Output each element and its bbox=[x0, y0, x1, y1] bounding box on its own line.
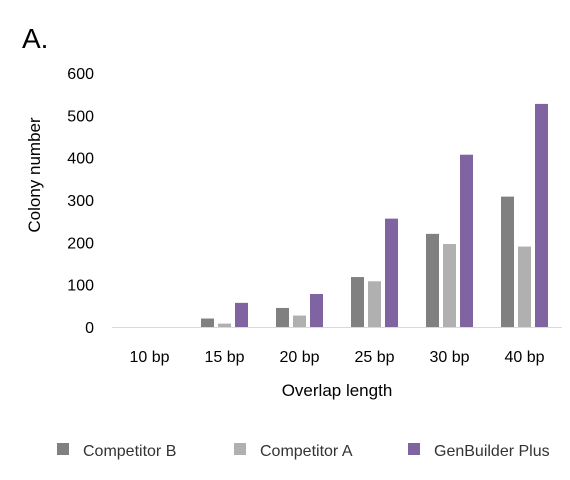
bar-genbuilder-plus-20bp bbox=[310, 293, 323, 327]
legend-label: Competitor A bbox=[260, 443, 353, 460]
bar-competitor-a-20bp bbox=[293, 315, 306, 327]
bar-competitor-a-40bp bbox=[518, 246, 531, 327]
x-tick-label: 40 bp bbox=[504, 349, 544, 366]
x-tick-label: 15 bp bbox=[204, 349, 244, 366]
x-tick-label: 30 bp bbox=[429, 349, 469, 366]
legend-item: Competitor B bbox=[57, 443, 176, 460]
y-tick-label: 0 bbox=[85, 320, 94, 337]
legend: Competitor B Competitor A GenBuilder Plus bbox=[57, 443, 550, 460]
panel-label: A. bbox=[22, 23, 48, 54]
bar-genbuilder-plus-30bp bbox=[460, 154, 473, 327]
bar-genbuilder-plus-25bp bbox=[385, 218, 398, 327]
bar-genbuilder-plus-15bp bbox=[235, 302, 248, 327]
bar-competitor-b-20bp bbox=[276, 307, 289, 327]
y-tick-label: 200 bbox=[67, 235, 94, 252]
legend-swatch bbox=[57, 443, 69, 455]
bar-genbuilder-plus-40bp bbox=[535, 103, 548, 327]
legend-swatch bbox=[234, 443, 246, 455]
x-axis-ticks: 10 bp 15 bp 20 bp 25 bp 30 bp 40 bp bbox=[129, 349, 544, 366]
bar-competitor-b-30bp bbox=[426, 233, 439, 327]
bar-competitor-b-15bp bbox=[201, 318, 214, 327]
bar-competitor-a-30bp bbox=[443, 244, 456, 327]
bar-competitor-b-40bp bbox=[501, 196, 514, 327]
legend-label: Competitor B bbox=[83, 443, 176, 460]
y-axis-ticks: 0 100 200 300 400 500 600 bbox=[67, 66, 94, 337]
bar-competitor-a-15bp bbox=[218, 323, 231, 327]
y-tick-label: 400 bbox=[67, 151, 94, 168]
x-tick-label: 25 bp bbox=[354, 349, 394, 366]
y-tick-label: 600 bbox=[67, 66, 94, 83]
legend-item: Competitor A bbox=[234, 443, 353, 460]
bar-competitor-b-25bp bbox=[351, 277, 364, 327]
y-tick-label: 100 bbox=[67, 278, 94, 295]
y-tick-label: 500 bbox=[67, 108, 94, 125]
x-tick-label: 10 bp bbox=[129, 349, 169, 366]
legend-label: GenBuilder Plus bbox=[434, 443, 550, 460]
y-axis-title: Colony number bbox=[25, 117, 44, 233]
bar-competitor-a-25bp bbox=[368, 281, 381, 327]
x-axis-title: Overlap length bbox=[282, 381, 393, 400]
x-tick-label: 20 bp bbox=[279, 349, 319, 366]
legend-swatch bbox=[408, 443, 420, 455]
y-tick-label: 300 bbox=[67, 193, 94, 210]
legend-item: GenBuilder Plus bbox=[408, 443, 550, 460]
bars bbox=[201, 103, 548, 327]
